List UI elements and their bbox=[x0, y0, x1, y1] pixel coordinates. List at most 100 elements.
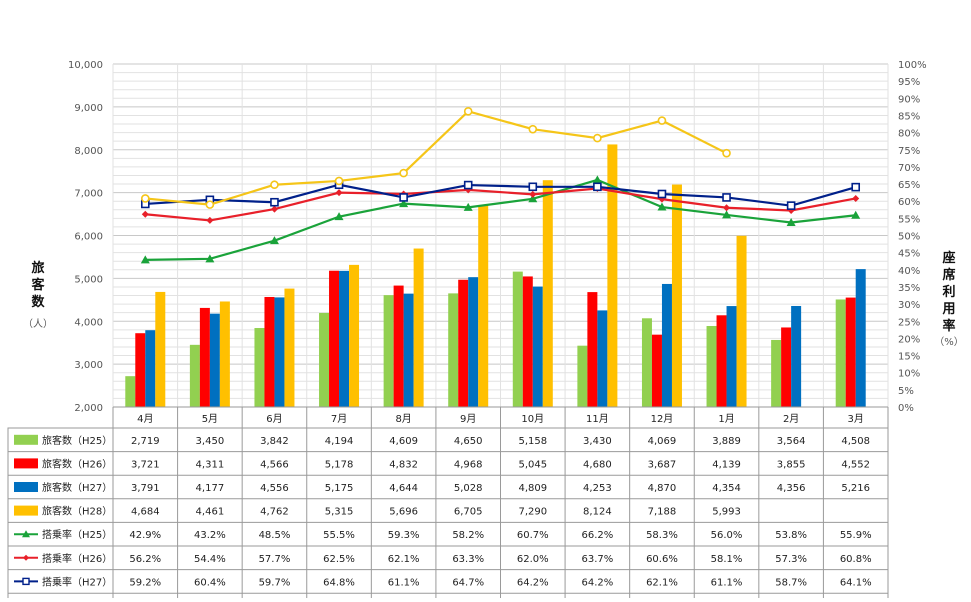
data-label: 60.8% bbox=[840, 554, 872, 565]
point bbox=[463, 107, 473, 116]
point bbox=[528, 124, 538, 134]
data-label: 4,556 bbox=[260, 483, 289, 494]
point bbox=[786, 201, 796, 210]
bar bbox=[771, 339, 782, 407]
y-right-tick-label: 20% bbox=[898, 334, 920, 345]
data-label: 4,566 bbox=[260, 459, 289, 470]
bar bbox=[661, 283, 672, 407]
bars bbox=[125, 144, 866, 407]
bar bbox=[199, 307, 210, 407]
bar bbox=[845, 297, 856, 407]
y-right-tick-label: 75% bbox=[898, 146, 920, 157]
data-label: 7,188 bbox=[648, 507, 677, 518]
data-label: 58.1% bbox=[711, 554, 743, 565]
bar bbox=[716, 315, 727, 407]
point bbox=[270, 205, 278, 213]
x-tick-label: 5月 bbox=[202, 413, 218, 425]
y-left-tick-label: 6,000 bbox=[74, 232, 103, 243]
data-label: 5,175 bbox=[325, 483, 354, 494]
point bbox=[722, 210, 732, 219]
y-right-axis-unit: （%） bbox=[934, 336, 964, 348]
y-right-tick-label: 50% bbox=[898, 232, 920, 243]
bar bbox=[468, 277, 479, 407]
data-label: 58.2% bbox=[452, 530, 484, 541]
legend-label: 旅客数（H26） bbox=[42, 457, 112, 470]
data-label: 4,311 bbox=[196, 459, 225, 470]
bar bbox=[587, 292, 598, 407]
bar bbox=[339, 270, 350, 407]
data-label: 4,762 bbox=[260, 507, 289, 518]
data-label: 3,687 bbox=[648, 459, 677, 470]
y-right-axis-title: 用 bbox=[941, 302, 955, 317]
y-left-tick-label: 7,000 bbox=[74, 189, 103, 200]
point bbox=[593, 182, 602, 192]
legend-swatch bbox=[14, 482, 38, 492]
data-label: 66.2% bbox=[581, 530, 613, 541]
data-label: 56.0% bbox=[711, 530, 743, 541]
bar bbox=[209, 313, 220, 407]
y-right-axis-title: 利 bbox=[942, 284, 955, 300]
bar bbox=[458, 279, 469, 407]
data-label: 59.3% bbox=[388, 530, 420, 541]
data-label: 64.8% bbox=[323, 577, 355, 588]
point bbox=[206, 216, 214, 224]
point bbox=[528, 182, 538, 192]
data-label: 3,842 bbox=[260, 436, 289, 447]
bar bbox=[145, 330, 156, 407]
data-label: 4,194 bbox=[325, 436, 354, 447]
x-tick-label: 4月 bbox=[137, 413, 153, 425]
data-label: 4,253 bbox=[583, 483, 612, 494]
data-label: 3,564 bbox=[777, 436, 806, 447]
data-label: 5,216 bbox=[841, 483, 870, 494]
bar bbox=[403, 293, 414, 407]
data-label: 4,508 bbox=[841, 436, 870, 447]
data-label: 3,430 bbox=[583, 436, 612, 447]
point bbox=[140, 255, 150, 264]
y-right-tick-label: 100% bbox=[898, 60, 927, 71]
point bbox=[528, 194, 538, 203]
data-label: 64.1% bbox=[840, 577, 872, 588]
legend-label: 旅客数（H25） bbox=[42, 434, 112, 447]
point bbox=[205, 200, 215, 209]
bar bbox=[651, 334, 662, 407]
legend-marker bbox=[22, 577, 30, 586]
data-label: 54.4% bbox=[194, 554, 226, 565]
data-label: 5,045 bbox=[518, 459, 547, 470]
y-right-tick-label: 5% bbox=[898, 386, 914, 397]
point bbox=[657, 202, 667, 211]
data-label: 7,290 bbox=[518, 507, 547, 518]
data-label: 4,356 bbox=[777, 483, 806, 494]
x-tick-label: 8月 bbox=[395, 413, 411, 425]
data-label: 5,028 bbox=[454, 483, 483, 494]
legend-marker bbox=[22, 530, 30, 538]
y-right-axis-title: 率 bbox=[942, 318, 955, 334]
point bbox=[205, 254, 215, 263]
bar bbox=[512, 271, 523, 407]
bar bbox=[125, 376, 136, 407]
legend-label: 搭乗率（H27） bbox=[42, 575, 112, 588]
data-label: 63.7% bbox=[581, 554, 613, 565]
data-label: 4,461 bbox=[196, 507, 225, 518]
data-label: 5,696 bbox=[389, 507, 418, 518]
data-label: 57.3% bbox=[775, 554, 807, 565]
point bbox=[334, 212, 344, 221]
y-left-tick-label: 5,000 bbox=[74, 274, 103, 285]
bar bbox=[413, 248, 424, 407]
data-label: 4,809 bbox=[518, 483, 547, 494]
y-right-tick-label: 85% bbox=[898, 111, 920, 122]
data-label: 62.0% bbox=[517, 554, 549, 565]
data-label: 5,178 bbox=[325, 459, 354, 470]
y-right-tick-label: 10% bbox=[898, 369, 920, 380]
point bbox=[851, 210, 861, 219]
legend-swatch bbox=[14, 505, 38, 516]
y-right-tick-label: 30% bbox=[898, 300, 920, 311]
data-label: 2,719 bbox=[131, 436, 160, 447]
y-left-tick-label: 9,000 bbox=[74, 103, 103, 114]
y-right-tick-label: 0% bbox=[898, 403, 914, 414]
data-label: 3,791 bbox=[131, 483, 160, 494]
bar bbox=[522, 276, 533, 407]
point bbox=[851, 182, 861, 192]
legend-label: 旅客数（H28） bbox=[42, 505, 112, 518]
data-label: 4,644 bbox=[389, 483, 418, 494]
